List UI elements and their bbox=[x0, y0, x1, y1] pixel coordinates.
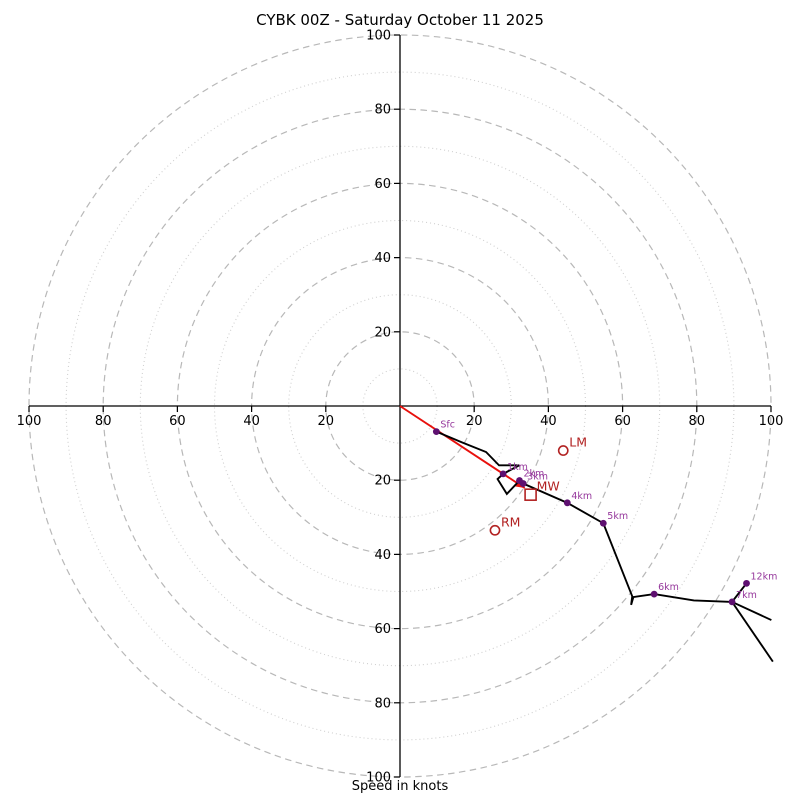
x-axis-tick-label: 20 bbox=[466, 414, 483, 429]
altitude-label-1km: 1km bbox=[507, 462, 528, 473]
x-axis-label: Speed in knots bbox=[351, 779, 449, 794]
chart-title: CYBK 00Z - Saturday October 11 2025 bbox=[256, 11, 544, 29]
altitude-label-12km: 12km bbox=[751, 571, 778, 582]
altitude-label-2km: 2km bbox=[523, 469, 544, 480]
altitude-label-sfc: Sfc bbox=[440, 420, 455, 431]
storm-marker-label-mw: MW bbox=[537, 479, 560, 494]
hodograph-trace-segment bbox=[731, 601, 774, 663]
altitude-dot-5km bbox=[599, 519, 607, 527]
altitude-dot-12km bbox=[743, 579, 750, 587]
y-axis-tick-label: 40 bbox=[374, 251, 391, 266]
storm-marker-lm bbox=[557, 445, 569, 456]
altitude-dot-7km bbox=[728, 598, 736, 606]
y-axis-tick-label: 40 bbox=[374, 548, 391, 563]
storm-marker-label-lm: LM bbox=[569, 435, 587, 450]
x-axis-tick-label: 100 bbox=[17, 414, 42, 429]
x-axis-tick-label: 20 bbox=[318, 414, 335, 429]
y-axis-tick-label: 20 bbox=[374, 474, 391, 489]
x-axis-tick-label: 40 bbox=[243, 414, 260, 429]
y-axis-tick-label: 60 bbox=[374, 177, 391, 192]
altitude-label-3km: 3km bbox=[527, 472, 548, 483]
x-axis-tick-label: 100 bbox=[759, 414, 784, 429]
y-axis-tick-label: 80 bbox=[374, 103, 391, 118]
altitude-dot-sfc bbox=[432, 428, 440, 435]
y-axis-tick-label: 100 bbox=[366, 771, 391, 786]
y-axis-tick-label: 60 bbox=[374, 622, 391, 637]
storm-marker-mw bbox=[524, 488, 537, 501]
altitude-dot-4km bbox=[563, 499, 571, 507]
altitude-label-6km: 6km bbox=[658, 582, 679, 593]
x-axis-tick-label: 60 bbox=[614, 414, 631, 429]
x-axis-tick-label: 40 bbox=[540, 414, 557, 429]
storm-marker-rm bbox=[489, 524, 501, 536]
y-axis-tick-label: 80 bbox=[374, 696, 391, 711]
y-axis-tick-label: 100 bbox=[366, 29, 391, 44]
altitude-dot-1km bbox=[499, 470, 507, 478]
storm-marker-label-rm: RM bbox=[501, 514, 520, 529]
altitude-label-4km: 4km bbox=[571, 491, 592, 502]
altitude-dot-6km bbox=[650, 590, 658, 598]
altitude-label-5km: 5km bbox=[607, 511, 628, 522]
x-axis-tick-label: 60 bbox=[169, 414, 186, 429]
x-axis-tick-label: 80 bbox=[95, 414, 112, 429]
altitude-dot-3km bbox=[519, 480, 527, 487]
altitude-label-7km: 7km bbox=[736, 590, 757, 601]
y-axis-tick-label: 20 bbox=[374, 325, 391, 340]
x-axis-tick-label: 80 bbox=[689, 414, 706, 429]
hodograph-trace-segment bbox=[731, 582, 748, 603]
